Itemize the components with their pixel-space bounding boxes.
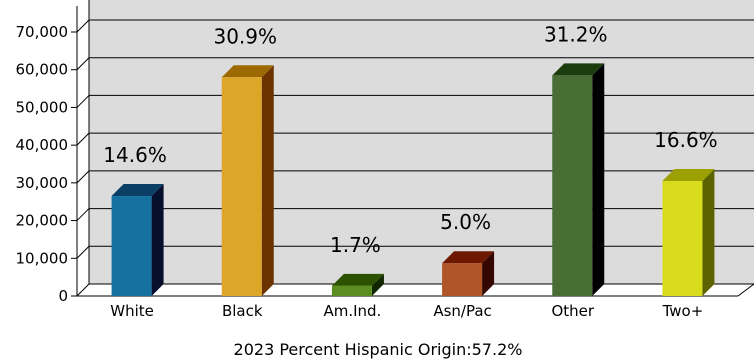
data-label-asn-pac: 5.0% <box>440 210 491 234</box>
grid-line-side <box>76 132 90 146</box>
bar-top-face <box>111 184 164 197</box>
data-label-am-ind: 1.7% <box>330 233 381 257</box>
bar-top-face <box>331 273 384 286</box>
y-tick-label: 50,000 <box>16 98 69 116</box>
chart-back-wall <box>77 0 754 296</box>
category-label-black: Black <box>222 302 263 320</box>
y-tick-label: 10,000 <box>16 249 69 267</box>
category-labels: White Black Am.Ind. Asn/Pac Other Two+ <box>110 302 703 320</box>
category-label-two: Two+ <box>662 302 704 320</box>
bar-side-face <box>371 273 384 296</box>
floor-edge <box>737 283 754 297</box>
bar-top-face <box>442 251 495 264</box>
floor <box>77 284 754 296</box>
category-label-am-ind: Am.Ind. <box>323 302 381 320</box>
bar-top-face <box>552 63 605 76</box>
category-label-asn-pac: Asn/Pac <box>433 302 491 320</box>
bar-top-face <box>662 168 715 181</box>
category-label-other: Other <box>551 302 594 320</box>
bar-side-face <box>592 63 605 296</box>
bar-front-face <box>111 196 152 296</box>
bar-asn-pac <box>442 251 495 296</box>
bar-front-face <box>221 77 262 296</box>
y-tick-label: 30,000 <box>16 174 69 192</box>
axes: 0 10,000 20,000 30,000 40,000 50,000 60,000 70,… <box>16 0 754 305</box>
bar-top-face <box>221 65 274 78</box>
y-tick-label: 60,000 <box>16 61 69 79</box>
data-label-white: 14.6% <box>103 143 167 167</box>
bar-other <box>552 63 605 296</box>
grid-line-side <box>76 57 90 71</box>
y-tick-label: 0 <box>58 287 68 305</box>
grid-line-side <box>76 208 90 221</box>
y-tick-label: 70,000 <box>16 23 69 41</box>
y-tick-label: 40,000 <box>16 136 69 154</box>
bar-black <box>221 65 274 296</box>
x-axis-title: 2023 Percent Hispanic Origin:57.2% <box>234 340 523 359</box>
bar-side-face <box>151 184 164 296</box>
bar-front-face <box>442 263 483 296</box>
data-label-other: 31.2% <box>544 22 608 46</box>
grid-line-side <box>76 95 90 108</box>
bar-white <box>111 184 164 296</box>
data-label-two: 16.6% <box>654 128 718 152</box>
bar-am-ind <box>331 273 384 296</box>
bars <box>111 63 715 296</box>
bar-front-face <box>662 180 703 296</box>
y-tick-label: 20,000 <box>16 212 69 230</box>
bar-front-face <box>552 75 593 296</box>
grid-lines <box>76 19 754 297</box>
grid-line-side <box>76 170 90 184</box>
data-labels: 14.6% 30.9% 1.7% 5.0% 31.2% 16.6% <box>103 22 717 256</box>
side-wall <box>77 0 89 296</box>
back-wall <box>89 0 754 284</box>
bar-side-face <box>702 168 715 296</box>
grid-line-side <box>76 19 90 33</box>
data-label-black: 30.9% <box>213 24 277 48</box>
grid-line-side <box>76 245 90 259</box>
bar-side-face <box>261 65 274 296</box>
grid-line-side <box>76 283 90 297</box>
bar-front-face <box>331 285 372 296</box>
category-label-white: White <box>110 302 154 320</box>
bar-two <box>662 168 715 296</box>
bar-side-face <box>482 251 495 296</box>
